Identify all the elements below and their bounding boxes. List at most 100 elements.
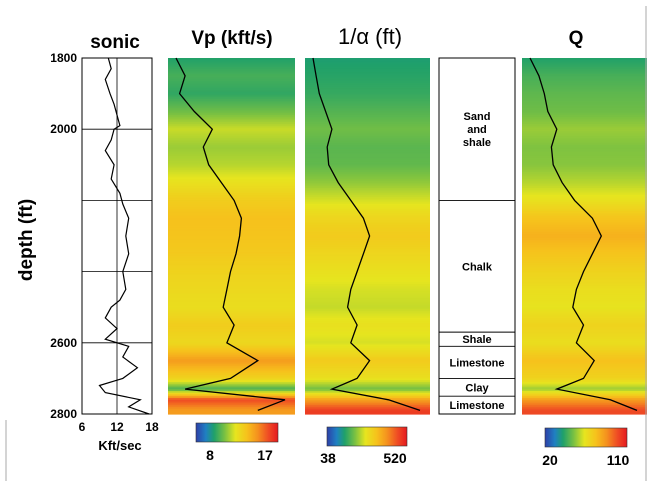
vp-color-bands — [168, 58, 295, 415]
alpha-band — [305, 399, 430, 403]
vp-band — [168, 212, 295, 216]
alpha-band — [305, 360, 430, 363]
alpha-band — [305, 170, 430, 173]
alpha-band — [305, 374, 430, 378]
vp-band — [168, 163, 295, 166]
alpha-band — [305, 102, 430, 105]
alpha-band — [305, 98, 430, 102]
vp-band — [168, 310, 295, 314]
vp-band — [168, 237, 295, 241]
q-band — [522, 252, 647, 255]
q-band — [522, 102, 647, 105]
alpha-band — [305, 253, 430, 257]
vp-band — [168, 246, 295, 250]
q-band — [522, 207, 647, 210]
vp-band — [168, 316, 295, 319]
alpha-band — [305, 65, 430, 68]
lithology-label: Limestone — [449, 400, 504, 412]
vp-band — [168, 374, 295, 378]
vp-band — [168, 209, 295, 212]
alpha-band — [305, 219, 430, 223]
vp-band — [168, 90, 295, 93]
vp-band — [168, 66, 295, 70]
q-band — [522, 98, 647, 102]
alpha-title: 1/α (ft) — [338, 24, 402, 49]
alpha-band — [305, 168, 430, 171]
alpha-band — [305, 132, 430, 136]
vp-band — [168, 367, 295, 371]
alpha-band — [305, 332, 430, 335]
vp-band — [168, 349, 295, 353]
q-band — [522, 332, 647, 335]
alpha-band — [305, 155, 430, 159]
vp-band — [168, 170, 295, 173]
q-band — [522, 193, 647, 196]
alpha-band — [305, 342, 430, 346]
vp-band — [168, 173, 295, 177]
alpha-band — [305, 341, 430, 344]
vp-band — [168, 148, 295, 152]
vp-band — [168, 264, 295, 267]
vp-band — [168, 63, 295, 66]
vp-band — [168, 155, 295, 159]
q-colorbar-min: 20 — [542, 452, 558, 468]
vp-band — [168, 239, 295, 242]
q-band — [522, 353, 647, 356]
alpha-band — [305, 317, 430, 321]
sonic-y-tick-2600: 2600 — [50, 336, 77, 350]
q-band — [522, 191, 647, 194]
alpha-band — [305, 273, 430, 276]
q-band — [522, 292, 647, 296]
alpha-band — [305, 75, 430, 79]
alpha-band — [305, 298, 430, 301]
vp-band — [168, 369, 295, 372]
vp-band — [168, 77, 295, 80]
vp-band — [168, 203, 295, 207]
vp-band — [168, 95, 295, 98]
vp-band — [168, 93, 295, 96]
alpha-band — [305, 88, 430, 91]
vp-band — [168, 287, 295, 290]
alpha-band — [305, 278, 430, 282]
sonic-y-ticks: 1800 2000 2600 2800 — [50, 51, 77, 421]
vp-colorbar-max: 17 — [257, 447, 273, 463]
q-band — [522, 143, 647, 146]
q-band — [522, 314, 647, 317]
q-band — [522, 74, 647, 77]
vp-band — [168, 273, 295, 276]
alpha-band — [305, 401, 430, 404]
alpha-band — [305, 252, 430, 255]
vp-band — [168, 342, 295, 346]
vp-band — [168, 175, 295, 178]
q-band — [522, 166, 647, 169]
q-color-bands — [522, 58, 647, 415]
alpha-band — [305, 301, 430, 305]
alpha-band — [305, 264, 430, 267]
q-band — [522, 203, 647, 207]
q-band — [522, 138, 647, 141]
q-band — [522, 280, 647, 283]
alpha-band — [305, 82, 430, 86]
alpha-band — [305, 180, 430, 184]
vp-band — [168, 100, 295, 104]
alpha-band — [305, 310, 430, 314]
alpha-band — [305, 385, 430, 388]
q-band — [522, 88, 647, 91]
vp-band — [168, 259, 295, 262]
vp-band — [168, 294, 295, 298]
vp-band — [168, 193, 295, 196]
vp-band — [168, 405, 295, 408]
alpha-band — [305, 333, 430, 337]
vp-band — [168, 200, 295, 203]
vp-band — [168, 159, 295, 162]
alpha-band — [305, 390, 430, 394]
q-title: Q — [569, 28, 584, 49]
alpha-band — [305, 159, 430, 162]
q-band — [522, 405, 647, 408]
vp-band — [168, 341, 295, 344]
alpha-band — [305, 107, 430, 111]
q-band — [522, 344, 647, 347]
vp-colorbar-min: 8 — [206, 447, 214, 463]
alpha-band — [305, 255, 430, 258]
